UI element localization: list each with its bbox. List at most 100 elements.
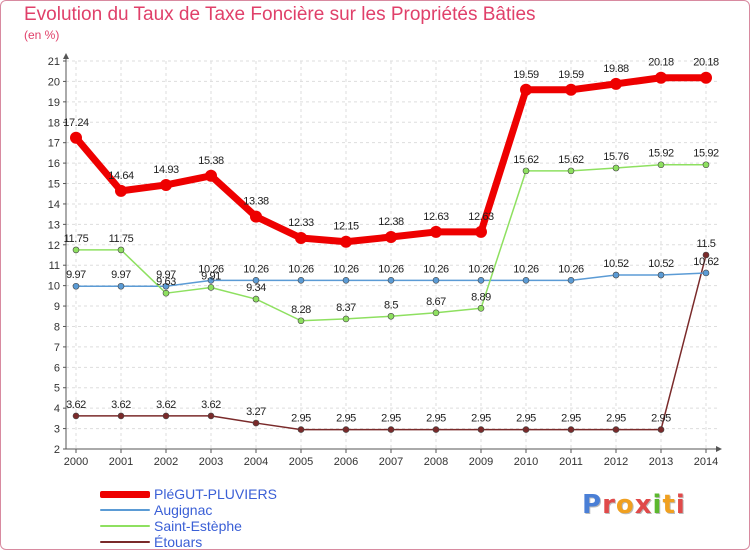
data-point xyxy=(117,246,125,254)
y-tick-label: 17 xyxy=(48,138,60,150)
data-label: 8.5 xyxy=(384,299,398,311)
logo-letter: x xyxy=(634,490,653,520)
data-point xyxy=(432,277,440,284)
data-point xyxy=(117,282,125,290)
legend-label: PléGUT-PLUVIERS xyxy=(154,486,277,502)
data-point xyxy=(702,161,710,169)
data-point xyxy=(207,412,215,420)
data-label: 10.26 xyxy=(243,263,269,275)
x-tick-label: 2011 xyxy=(559,456,583,468)
data-label: 15.92 xyxy=(693,148,719,160)
data-point xyxy=(160,178,172,191)
x-tick-label: 2000 xyxy=(64,456,88,468)
data-label: 10.26 xyxy=(468,263,494,275)
data-point xyxy=(387,312,395,320)
logo-letter: r xyxy=(602,490,616,520)
data-label: 3.62 xyxy=(201,399,221,411)
data-point xyxy=(657,426,665,433)
data-label: 2.95 xyxy=(426,413,446,425)
legend-label: Saint-Estèphe xyxy=(154,518,242,534)
data-point xyxy=(162,412,170,420)
y-tick-label: 4 xyxy=(54,403,60,415)
x-tick-label: 2002 xyxy=(154,456,178,468)
y-tick-label: 21 xyxy=(48,56,60,68)
data-label: 2.95 xyxy=(291,413,311,425)
data-point xyxy=(297,317,305,325)
data-point xyxy=(432,309,440,317)
data-point xyxy=(207,284,215,291)
y-tick-label: 8 xyxy=(54,321,60,333)
series-lines xyxy=(70,71,712,433)
legend-label: Augignac xyxy=(154,502,213,518)
data-point xyxy=(115,184,127,197)
data-point xyxy=(567,277,575,284)
data-label: 10.26 xyxy=(288,263,314,275)
data-point xyxy=(522,277,530,284)
data-point xyxy=(612,426,620,433)
data-point xyxy=(700,71,712,84)
data-label: 2.95 xyxy=(561,413,581,425)
data-label: 9.97 xyxy=(156,269,176,281)
y-tick-label: 19 xyxy=(48,97,60,109)
data-label: 10.26 xyxy=(423,263,449,275)
axes: 2 3 4 5 6 7 8 9 10 11 12 13 14 15 16 17 18 19 20 21 2000 2001… xyxy=(48,53,722,468)
data-label: 9.63 xyxy=(156,276,176,288)
data-point xyxy=(252,277,260,284)
data-point xyxy=(162,282,170,290)
y-tick-label: 6 xyxy=(54,362,60,374)
x-tick-label: 2004 xyxy=(244,456,268,468)
data-label: 10.26 xyxy=(378,263,404,275)
y-tick-label: 10 xyxy=(48,281,60,293)
data-point xyxy=(342,426,350,433)
data-label: 11.75 xyxy=(64,233,89,245)
data-label: 2.95 xyxy=(336,413,356,425)
data-label: 9.97 xyxy=(111,269,131,281)
data-label: 9.34 xyxy=(246,282,266,294)
x-tick-label: 2005 xyxy=(289,456,313,468)
y-tick-label: 5 xyxy=(54,383,60,395)
data-point xyxy=(205,169,217,182)
data-point xyxy=(430,225,442,238)
data-point xyxy=(70,131,82,144)
data-point xyxy=(385,231,397,244)
data-label: 12.33 xyxy=(288,217,314,229)
y-tick-label: 20 xyxy=(48,76,60,88)
data-point xyxy=(567,167,575,175)
data-point xyxy=(702,269,710,277)
data-label: 8.37 xyxy=(336,302,356,314)
data-point xyxy=(657,161,665,169)
data-label: 13.38 xyxy=(243,196,269,208)
data-label: 10.26 xyxy=(198,263,224,275)
data-point xyxy=(297,277,305,284)
data-point xyxy=(612,164,620,172)
legend-swatch xyxy=(100,509,150,511)
data-labels: 17.24 14.64 14.93 15.38 13.38 12.33 12.15 12.38… xyxy=(63,57,719,425)
data-point xyxy=(657,271,665,279)
data-label: 2.95 xyxy=(651,413,671,425)
data-label: 19.59 xyxy=(513,69,539,81)
data-point xyxy=(207,277,215,284)
data-point xyxy=(387,277,395,284)
data-point xyxy=(250,210,262,223)
data-label: 11.75 xyxy=(109,233,134,245)
data-label: 10.52 xyxy=(648,258,674,270)
x-tick-label: 2012 xyxy=(604,456,628,468)
data-label: 15.62 xyxy=(558,154,584,166)
data-label: 3.62 xyxy=(156,399,176,411)
x-tick-label: 2007 xyxy=(379,456,403,468)
data-point xyxy=(252,419,260,427)
x-tick-label: 2013 xyxy=(649,456,673,468)
legend-swatch xyxy=(100,541,150,543)
data-label: 15.62 xyxy=(513,154,539,166)
data-label: 15.76 xyxy=(603,151,629,163)
logo-letter: o xyxy=(615,490,635,520)
data-label: 20.18 xyxy=(648,57,674,69)
data-label: 2.95 xyxy=(381,413,401,425)
grid xyxy=(66,60,718,450)
data-label: 15.38 xyxy=(198,155,224,167)
x-axis-arrow xyxy=(716,446,722,452)
x-tick-label: 2003 xyxy=(199,456,223,468)
data-label: 10.62 xyxy=(693,256,719,268)
x-tick-label: 2006 xyxy=(334,456,358,468)
data-label: 12.63 xyxy=(468,211,494,223)
